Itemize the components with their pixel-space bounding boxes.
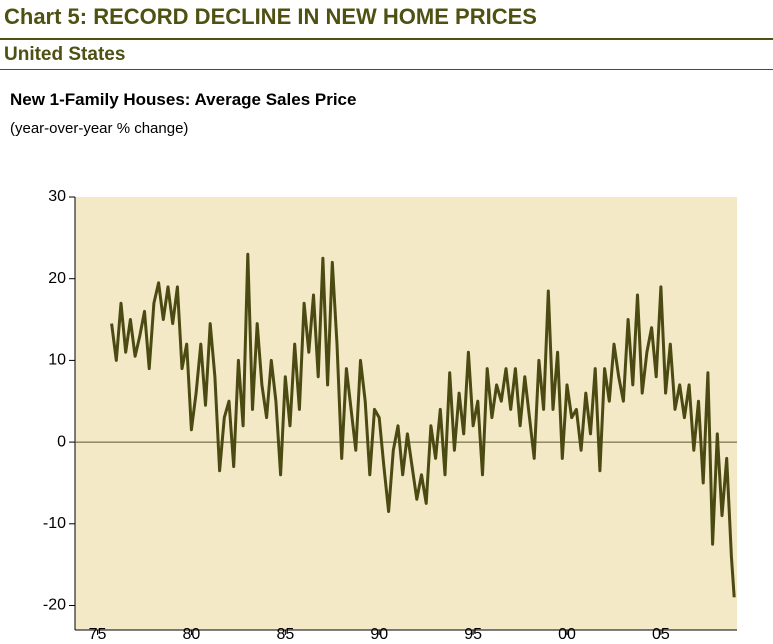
plot-area — [75, 197, 737, 630]
chart-title: Chart 5: RECORD DECLINE IN NEW HOME PRIC… — [4, 4, 537, 29]
rule — [0, 69, 773, 70]
x-tick-label: 05 — [652, 626, 670, 643]
y-tick-label: 20 — [48, 270, 66, 287]
rule — [0, 38, 773, 40]
x-tick-label: 80 — [183, 626, 201, 643]
region: United States — [4, 44, 126, 65]
y-tick-label: -10 — [43, 515, 66, 532]
series-title: New 1-Family Houses: Average Sales Price — [10, 90, 357, 109]
y-tick-label: 0 — [57, 433, 66, 450]
x-tick-label: 00 — [558, 626, 576, 643]
data-line — [110, 252, 736, 598]
x-tick-label: 90 — [370, 626, 388, 643]
y-axis-label: (year-over-year % change) — [10, 120, 189, 137]
x-tick-label: 85 — [276, 626, 294, 643]
y-tick-label: 10 — [48, 352, 66, 369]
x-tick-label: 75 — [89, 626, 107, 643]
y-tick-label: -20 — [43, 597, 66, 614]
y-tick-label: 30 — [48, 188, 66, 205]
x-tick-label: 95 — [464, 626, 482, 643]
